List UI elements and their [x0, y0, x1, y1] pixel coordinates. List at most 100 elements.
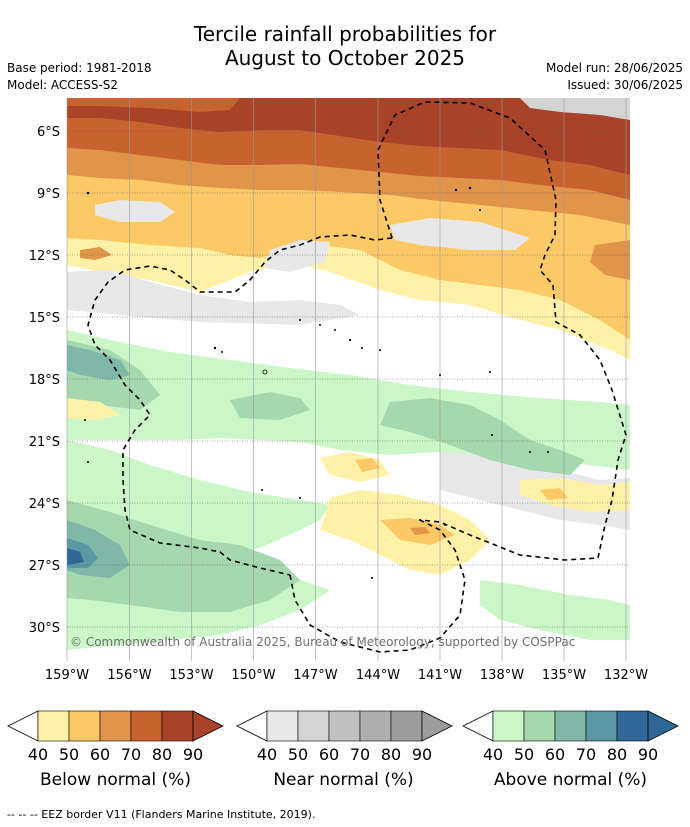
lon-label: 153°W	[169, 668, 213, 683]
colorbar-segment	[161, 710, 194, 742]
lat-label: 21°S	[29, 435, 60, 450]
colorbar-segment	[266, 710, 299, 742]
model-name: Model: ACCESS-S2	[7, 78, 119, 92]
copyright-notice: © Commonwealth of Australia 2025, Bureau…	[70, 635, 575, 649]
lon-label: 147°W	[293, 668, 337, 683]
above-normal-region	[230, 392, 310, 420]
colorbar-tick-label: 50	[288, 745, 308, 764]
colorbar-tick-label: 40	[483, 745, 503, 764]
near-normal-region	[95, 200, 175, 222]
near-normal-legend-label: Near normal (%)	[273, 770, 414, 790]
colorbar-tick-label: 90	[412, 745, 432, 764]
colorbar-upper-extend	[647, 710, 679, 742]
near-normal-colorbar: 40 50 60 70 80 90	[236, 710, 453, 764]
title-line-1: Tercile rainfall probabilities for	[193, 22, 497, 46]
colorbar-segment	[328, 710, 361, 742]
colorbar-tick-label: 70	[576, 745, 596, 764]
near-normal-region	[390, 218, 530, 250]
below-normal-region	[80, 247, 112, 260]
above-normal-region	[380, 398, 585, 475]
below-normal-colorbar: 40 50 60 70 80 90	[7, 710, 224, 764]
model-info: Base period: 1981-2018 Model: ACCESS-S2	[7, 60, 152, 94]
colorbar-tick-label: 40	[257, 745, 277, 764]
lon-label: 156°W	[107, 668, 151, 683]
colorbar-tick-label: 80	[607, 745, 627, 764]
colorbar-tick-label: 50	[59, 745, 79, 764]
colorbar-tick-label: 60	[319, 745, 339, 764]
colorbar-lower-extend	[462, 710, 494, 742]
below-normal-region	[67, 98, 630, 175]
colorbars: 40 50 60 70 80 90 40 50 60 70 80 90 40 50 60 70 80 90	[7, 710, 679, 764]
colorbar-tick-label: 60	[90, 745, 110, 764]
colorbar-segment	[130, 710, 163, 742]
colorbar-segment	[616, 710, 649, 742]
below-normal-region	[355, 458, 380, 472]
lat-label: 30°S	[29, 621, 60, 636]
gridlines	[66, 98, 630, 661]
colorbar-segment	[390, 710, 423, 742]
colorbar-segment	[523, 710, 556, 742]
lon-label: 135°W	[542, 668, 586, 683]
colorbar-lower-extend	[236, 710, 268, 742]
colorbar-tick-label: 60	[545, 745, 565, 764]
colorbar-tick-label: 80	[152, 745, 172, 764]
colorbar-tick-label: 70	[350, 745, 370, 764]
near-normal-region	[265, 240, 330, 272]
above-normal-region	[480, 580, 630, 640]
near-normal-region	[520, 98, 630, 120]
probability-field	[67, 98, 630, 661]
above-normal-legend-label: Above normal (%)	[493, 770, 648, 790]
lon-label: 132°W	[604, 668, 648, 683]
below-normal-region	[520, 478, 630, 512]
lat-label: 15°S	[29, 311, 60, 326]
colorbar-upper-extend	[192, 710, 224, 742]
above-normal-colorbar: 40 50 60 70 80 90	[462, 710, 679, 764]
base-period: Base period: 1981-2018	[7, 61, 152, 75]
issued-date: Issued: 30/06/2025	[567, 78, 683, 92]
colorbar-segment	[359, 710, 392, 742]
colorbar-segment	[297, 710, 330, 742]
below-normal-region	[67, 398, 120, 420]
lon-label: 150°W	[231, 668, 275, 683]
colorbar-segment	[554, 710, 587, 742]
colorbar-tick-label: 80	[381, 745, 401, 764]
above-normal-region	[67, 345, 130, 380]
eez-border	[87, 101, 627, 653]
below-normal-region	[540, 488, 568, 500]
colorbar-upper-extend	[421, 710, 453, 742]
lat-label: 27°S	[29, 559, 60, 574]
lon-label: 141°W	[418, 668, 462, 683]
lon-label: 138°W	[480, 668, 524, 683]
lon-label: 144°W	[356, 668, 400, 683]
colorbar-tick-label: 70	[121, 745, 141, 764]
near-normal-region	[67, 270, 360, 325]
latitude-labels: 6°S 9°S 12°S 15°S 18°S 21°S 24°S 27°S 30…	[29, 125, 60, 636]
colorbar-tick-label: 50	[514, 745, 534, 764]
colorbar-segment	[492, 710, 525, 742]
title-line-2: August to October 2025	[224, 46, 466, 70]
colorbar-tick-label: 90	[638, 745, 658, 764]
lon-label: 159°W	[45, 668, 89, 683]
lat-label: 9°S	[37, 187, 60, 202]
lat-label: 18°S	[29, 373, 60, 388]
longitude-labels: 159°W 156°W 153°W 150°W 147°W 144°W 141°…	[45, 668, 648, 683]
colorbar-segment	[99, 710, 132, 742]
colorbar-tick-label: 90	[183, 745, 203, 764]
map-title: Tercile rainfall probabilities for Augus…	[0, 22, 690, 70]
below-normal-region	[410, 527, 430, 535]
colorbar-tick-label: 40	[28, 745, 48, 764]
run-info: Model run: 28/06/2025 Issued: 30/06/2025	[546, 60, 683, 94]
lat-label: 12°S	[29, 249, 60, 264]
colorbar-lower-extend	[7, 710, 39, 742]
colorbar-segment	[37, 710, 70, 742]
eez-source-note: -- -- -- EEZ border V11 (Flanders Marine…	[7, 808, 316, 821]
model-run-date: Model run: 28/06/2025	[545, 61, 683, 75]
colorbar-segment	[68, 710, 101, 742]
below-normal-legend-label: Below normal (%)	[40, 770, 191, 790]
colorbar-segment	[585, 710, 618, 742]
lat-label: 24°S	[29, 497, 60, 512]
above-normal-region	[67, 500, 300, 612]
below-normal-region	[590, 240, 630, 280]
lat-label: 6°S	[37, 125, 60, 140]
